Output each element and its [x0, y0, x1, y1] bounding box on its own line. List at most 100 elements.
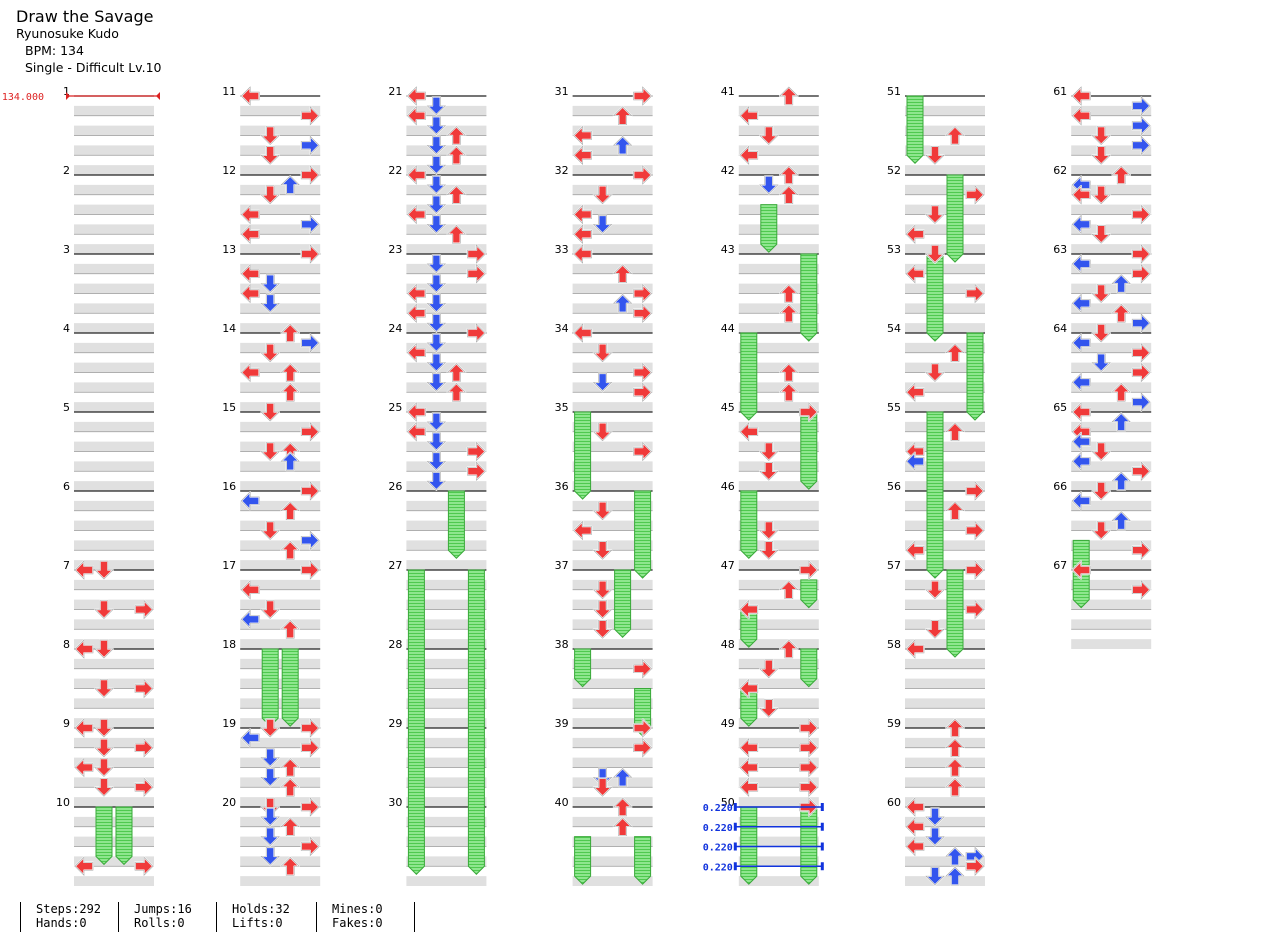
lane-shade	[406, 698, 487, 709]
left-arrow-icon	[1071, 184, 1091, 205]
lane-shade	[74, 125, 154, 136]
measure-44: 44	[721, 322, 819, 412]
lane-shade	[74, 145, 154, 156]
lane-shade	[1071, 540, 1152, 551]
lane-shade	[905, 658, 985, 669]
lane-shade	[572, 303, 653, 314]
stop-marker: 0.220	[703, 803, 824, 814]
left-arrow-icon	[905, 224, 925, 245]
lane-shade	[240, 402, 321, 412]
down-arrow-icon	[925, 866, 945, 886]
lane-shade	[572, 500, 653, 511]
lane-shade	[1071, 105, 1152, 116]
measure-number: 9	[63, 717, 70, 730]
lane-shade	[240, 856, 321, 867]
left-arrow-icon	[738, 421, 759, 442]
lane-shade	[406, 303, 487, 314]
lane-shade	[905, 165, 985, 175]
right-arrow-icon	[466, 244, 487, 264]
lane-shade	[572, 579, 653, 590]
down-arrow-icon	[426, 372, 447, 393]
lane-shade	[240, 639, 321, 649]
lane-shade	[905, 520, 985, 531]
hold-note	[760, 204, 778, 253]
lane-shade	[406, 362, 487, 373]
down-arrow-icon	[925, 362, 945, 383]
lane-shade	[1071, 224, 1152, 235]
measure-number: 38	[555, 638, 569, 651]
down-arrow-icon	[758, 520, 779, 541]
lane-shade	[572, 421, 653, 432]
measure-number: 51	[887, 85, 901, 98]
hold-note	[115, 806, 133, 866]
up-arrow-icon	[945, 737, 965, 758]
right-arrow-icon	[632, 362, 653, 383]
lane-shade	[74, 619, 154, 630]
right-arrow-icon	[300, 481, 321, 501]
measure-number: 8	[63, 638, 70, 651]
lane-shade	[240, 204, 321, 215]
lane-shade	[406, 579, 487, 590]
lane-shade	[905, 560, 985, 570]
hold-note	[926, 253, 944, 342]
hold-note	[906, 95, 924, 164]
lane-shade	[905, 382, 985, 393]
left-arrow-icon	[406, 303, 427, 324]
up-arrow-icon	[280, 777, 301, 798]
measure-22: 22	[388, 164, 487, 254]
measure-61: 61	[1053, 85, 1152, 175]
measure-1: 1	[63, 85, 154, 175]
lane-shade	[74, 737, 154, 748]
left-arrow-icon	[1071, 451, 1091, 472]
lane-shade	[74, 421, 154, 432]
lane-shade	[1071, 125, 1152, 136]
down-arrow-icon	[426, 115, 447, 136]
lane-shade	[738, 461, 819, 472]
left-arrow-icon	[572, 224, 593, 245]
measure-number: 47	[721, 559, 735, 572]
right-arrow-icon	[798, 757, 819, 778]
measure-number: 15	[222, 401, 236, 414]
measure-6: 6	[63, 480, 154, 570]
measure-number: 33	[555, 243, 569, 256]
left-arrow-icon	[905, 263, 925, 284]
lane-shade	[74, 105, 154, 116]
lane-shade	[406, 421, 487, 432]
lane-shade	[572, 204, 653, 215]
measure-55: 55	[887, 401, 985, 491]
right-arrow-icon	[632, 658, 653, 679]
down-arrow-icon	[260, 747, 281, 768]
lane-shade	[74, 263, 154, 274]
measure-number: 46	[721, 480, 735, 493]
down-arrow-icon	[758, 540, 779, 561]
right-arrow-icon	[632, 86, 653, 106]
lane-shade	[74, 560, 154, 570]
lane-shade	[1071, 639, 1152, 649]
up-arrow-icon	[280, 856, 301, 877]
stat-rolls: Rolls:0	[134, 916, 185, 930]
down-arrow-icon	[758, 175, 779, 195]
left-arrow-icon	[738, 599, 759, 620]
down-arrow-icon	[758, 441, 779, 462]
song-artist: Ryunosuke Kudo	[16, 26, 119, 41]
lane-shade	[738, 105, 819, 116]
lane-shade	[572, 619, 653, 630]
measure-number: 30	[388, 796, 402, 809]
right-arrow-icon	[965, 481, 985, 501]
stop-marker: 0.220	[703, 862, 824, 873]
lane-shade	[1071, 441, 1152, 452]
lane-shade	[905, 441, 985, 452]
lane-shade	[240, 540, 321, 551]
lane-shade	[572, 599, 653, 610]
left-arrow-icon	[240, 283, 260, 304]
right-arrow-icon	[300, 797, 321, 817]
down-arrow-icon	[925, 826, 945, 847]
measure-number: 67	[1053, 559, 1067, 572]
left-arrow-icon	[240, 491, 260, 511]
lane-shade	[74, 204, 154, 215]
lane-shade	[240, 125, 321, 136]
up-arrow-icon	[1111, 273, 1131, 294]
lane-shade	[1071, 560, 1152, 570]
measure-number: 39	[555, 717, 569, 730]
down-arrow-icon	[94, 777, 114, 798]
